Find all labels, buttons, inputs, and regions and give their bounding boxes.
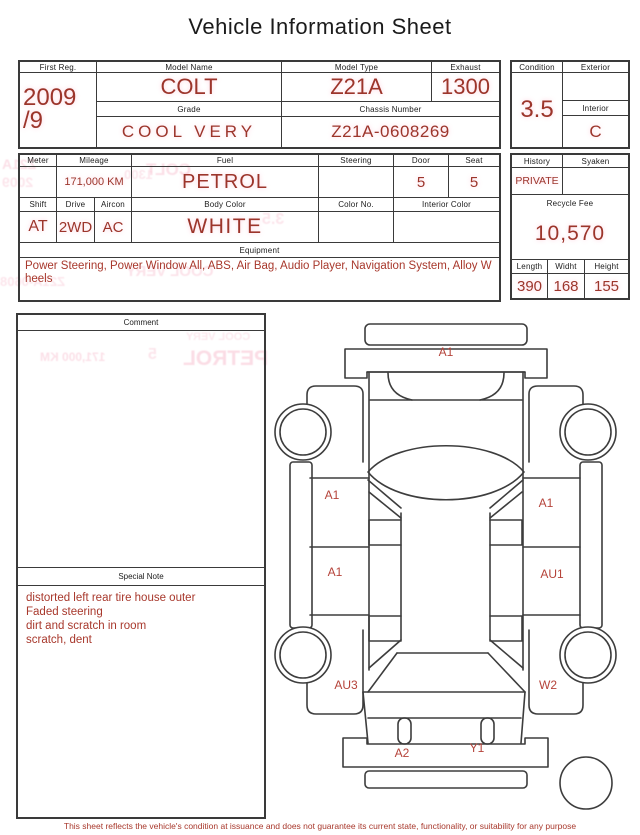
model-type-value: Z21A	[282, 73, 432, 102]
length-label: Length	[512, 260, 548, 274]
history-value: PRIVATE	[512, 168, 563, 195]
drive-value: 2WD	[57, 212, 95, 243]
exterior-value	[563, 73, 628, 101]
chassis-number-label: Chassis Number	[282, 102, 499, 117]
exhaust-value: 1300	[432, 73, 499, 102]
comment-box: Comment Special Note distorted left rear…	[16, 313, 266, 819]
grade-label: Grade	[97, 102, 282, 117]
height-value: 155	[593, 277, 620, 295]
recycle-fee-label: Recycle Fee	[546, 199, 594, 208]
special-note-line: dirt and scratch in room	[26, 620, 147, 633]
exterior-label: Exterior	[563, 62, 628, 73]
exhaust-label: Exhaust	[432, 62, 499, 73]
interior-value: C	[589, 121, 602, 141]
body-color-label: Body Color	[132, 198, 319, 212]
spare-tire	[559, 756, 613, 810]
color-no-value	[319, 212, 394, 243]
seat-value: 5	[449, 167, 499, 198]
special-note-body: distorted left rear tire house outer Fad…	[18, 586, 264, 817]
grade-value: COOL VERY	[97, 117, 282, 147]
first-reg-year: 2009	[23, 84, 77, 112]
shift-value: AT	[20, 212, 57, 243]
aircon-label: Aircon	[95, 198, 132, 212]
vehicle-spec-table: Meter Mileage Fuel Steering Door Seat 17…	[18, 153, 501, 302]
damage-mark-a1: A1	[328, 565, 343, 579]
rear-bumper	[342, 737, 549, 789]
damage-mark-a1: A1	[439, 345, 454, 359]
car-damage-diagram: A1 A1 A1 A1 AU1 AU3 W2 A2 Y1	[270, 310, 640, 835]
car-top-view-svg: A1 A1 A1 A1 AU1 AU3 W2 A2 Y1	[274, 323, 617, 810]
damage-mark-au3: AU3	[334, 678, 358, 692]
width-label: Widht	[548, 260, 585, 274]
model-type-label: Model Type	[282, 62, 432, 73]
special-note-line: distorted left rear tire house outer	[26, 592, 196, 604]
door-value: 5	[394, 167, 449, 198]
rear-body-trunk	[362, 652, 526, 745]
height-label: Height	[585, 260, 628, 274]
damage-mark-y1: Y1	[470, 741, 485, 755]
page-title: Vehicle Information Sheet	[188, 14, 452, 39]
length-value: 390	[512, 274, 548, 298]
body-color-value: WHITE	[132, 212, 319, 243]
recycle-fee-value: 10,570	[534, 221, 606, 245]
model-name-value: COLT	[97, 73, 282, 102]
wheels	[274, 403, 617, 810]
steering-value	[319, 167, 394, 198]
disclaimer-text: This sheet reflects the vehicle's condit…	[63, 821, 577, 831]
meter-label: Meter	[20, 155, 57, 167]
mileage-value: 171,000 KM	[57, 167, 132, 198]
recycle-fee-cell: Recycle Fee 10,570	[512, 195, 628, 260]
fuel-value: PETROL	[132, 167, 319, 198]
shift-label: Shift	[20, 198, 57, 212]
steering-label: Steering	[319, 155, 394, 167]
fuel-label: Fuel	[132, 155, 319, 167]
special-note-line: Faded steering	[26, 606, 103, 619]
damage-mark-a2: A2	[395, 746, 410, 760]
mileage-label: Mileage	[57, 155, 132, 167]
condition-label: Condition	[512, 62, 563, 73]
interior-color-label: Interior Color	[394, 198, 499, 212]
meter-value	[20, 167, 57, 198]
damage-mark-a1: A1	[325, 488, 340, 502]
condition-value: 3.5	[512, 73, 563, 147]
damage-mark-w2: W2	[539, 678, 557, 692]
special-note-label: Special Note	[18, 567, 264, 586]
vehicle-identity-table: First Reg. Model Name Model Type Exhaust…	[18, 60, 501, 149]
equipment-label: Equipment	[20, 243, 499, 258]
door-label: Door	[394, 155, 449, 167]
damage-mark-a1: A1	[539, 496, 554, 510]
first-reg-month: /9	[23, 107, 44, 134]
aircon-value: AC	[95, 212, 132, 243]
chassis-number-value: Z21A-0608269	[331, 122, 450, 141]
interior-label: Interior	[563, 101, 628, 116]
comment-body	[18, 331, 264, 567]
comment-label: Comment	[18, 315, 264, 331]
history-fee-box: History Syaken PRIVATE Recycle Fee 10,57…	[510, 153, 630, 300]
model-name-label: Model Name	[97, 62, 282, 73]
drive-label: Drive	[57, 198, 95, 212]
damage-mark-au1: AU1	[540, 567, 564, 581]
condition-box: Condition Exterior 3.5 Interior C	[510, 60, 630, 149]
interior-color-value	[394, 212, 499, 243]
seat-label: Seat	[449, 155, 499, 167]
width-value: 168	[548, 274, 585, 298]
color-no-label: Color No.	[319, 198, 394, 212]
first-reg-value: 2009 /9	[20, 73, 97, 147]
history-label: History	[512, 155, 563, 168]
equipment-value: Power Steering, Power Window All, ABS, A…	[25, 260, 492, 286]
special-note-line: scratch, dent	[26, 634, 92, 647]
syaken-label: Syaken	[563, 155, 628, 168]
car-body-center	[366, 371, 526, 671]
first-reg-label: First Reg.	[20, 62, 97, 73]
syaken-value	[563, 168, 628, 195]
